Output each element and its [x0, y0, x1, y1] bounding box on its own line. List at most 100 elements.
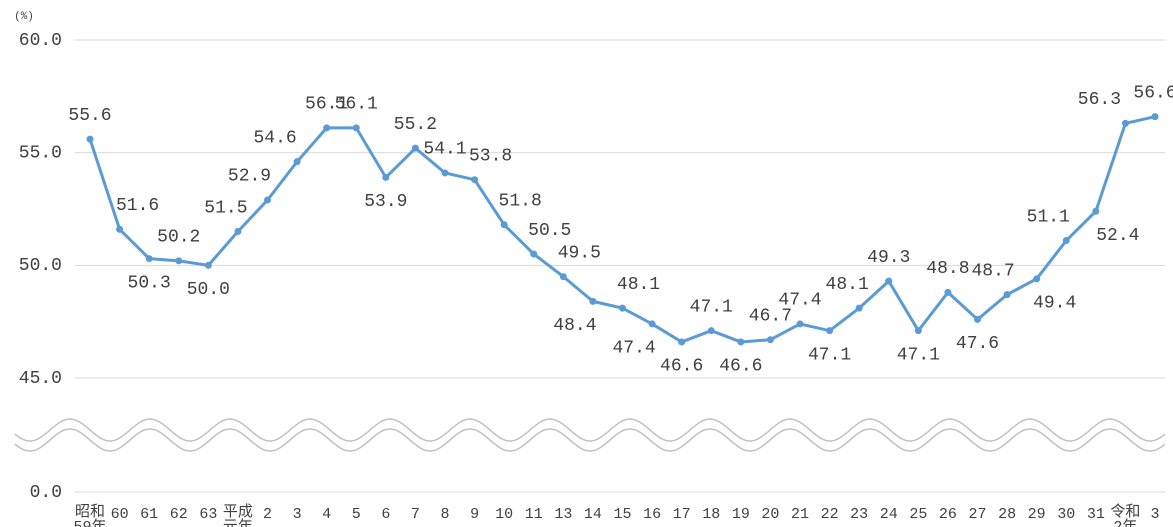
point [619, 304, 626, 312]
point [1062, 237, 1070, 245]
x-tick-label: 61 [140, 506, 158, 523]
x-tick-label: 27 [968, 506, 986, 523]
point [234, 228, 242, 236]
data-label: 50.0 [187, 280, 230, 300]
data-label: 47.4 [778, 291, 821, 311]
x-tick-label: 22 [821, 506, 839, 523]
data-label: 48.8 [926, 259, 969, 279]
point [1092, 207, 1100, 215]
point [826, 327, 834, 335]
x-tick-label: 13 [554, 506, 572, 523]
x-tick-label: 60 [111, 506, 129, 523]
x-tick-label: 19 [732, 506, 750, 523]
point [885, 277, 893, 285]
point [175, 257, 183, 265]
point [1003, 291, 1011, 299]
point [382, 173, 390, 181]
x-tick-label: 11 [525, 506, 543, 523]
data-label: 50.3 [128, 273, 171, 293]
data-label: 48.4 [553, 316, 596, 336]
point [796, 320, 804, 328]
point [737, 338, 745, 346]
point [914, 327, 922, 335]
x-tick-label: 25 [909, 506, 927, 523]
point [974, 315, 981, 323]
x-tick-label: 10 [495, 506, 513, 523]
data-label: 51.5 [204, 198, 247, 218]
data-label: 50.2 [157, 228, 200, 248]
x-tick-label: 令和2年 [1110, 503, 1140, 527]
point [1121, 119, 1129, 127]
x-tick-label: 2 [263, 506, 272, 523]
data-label: 56.1 [305, 95, 348, 115]
x-tick-label: 6 [381, 506, 390, 523]
y-tick-label: 0.0 [30, 483, 62, 503]
point [86, 135, 94, 143]
x-tick-label: 3 [293, 506, 302, 523]
y-tick-label: 45.0 [19, 369, 62, 389]
data-label: 56.1 [335, 95, 378, 115]
x-tick-label: 7 [411, 506, 420, 523]
y-unit: (%) [14, 11, 34, 23]
data-label: 50.5 [528, 221, 571, 241]
data-label: 47.1 [897, 345, 940, 365]
point [944, 288, 952, 296]
x-tick-label: 29 [1028, 506, 1046, 523]
y-tick-label: 50.0 [19, 256, 62, 276]
point [323, 124, 331, 132]
y-tick-label: 60.0 [19, 31, 62, 51]
data-label: 47.1 [808, 345, 851, 365]
point [678, 338, 686, 346]
point [766, 336, 774, 344]
x-tick-label-line: 2年 [1113, 518, 1137, 527]
data-label: 48.1 [617, 275, 660, 295]
x-tick-label: 31 [1087, 506, 1105, 523]
data-label: 56.3 [1078, 90, 1121, 110]
data-label: 51.8 [499, 192, 542, 212]
data-label: 48.7 [971, 261, 1014, 281]
data-label: 52.9 [228, 167, 271, 187]
point [1033, 275, 1041, 283]
data-label: 55.6 [68, 106, 111, 126]
point [352, 124, 360, 132]
point [707, 327, 715, 335]
data-label: 51.6 [116, 196, 159, 216]
data-label: 49.3 [867, 248, 910, 268]
x-tick-label: 23 [850, 506, 868, 523]
x-tick-label-line: 令和 [1110, 503, 1140, 521]
point [855, 304, 863, 312]
x-tick-label-line: 元年 [223, 518, 253, 527]
x-tick-label-line: 平成 [223, 503, 253, 521]
x-tick-label: 9 [470, 506, 479, 523]
data-label: 55.2 [394, 115, 437, 135]
data-label: 49.4 [1033, 294, 1076, 314]
x-tick-label: 62 [170, 506, 188, 523]
point [411, 144, 419, 152]
data-label: 49.5 [558, 243, 601, 263]
point [204, 261, 212, 269]
point [1151, 113, 1159, 121]
x-tick-label-line: 59年 [73, 518, 106, 527]
y-tick-label: 55.0 [19, 143, 62, 163]
x-tick-label: 14 [584, 506, 602, 523]
data-label: 48.1 [826, 275, 869, 295]
data-label: 56.6 [1133, 83, 1173, 103]
x-tick-label: 15 [613, 506, 631, 523]
point [589, 297, 597, 305]
x-tick-label: 26 [939, 506, 957, 523]
point [530, 250, 538, 258]
data-label: 52.4 [1096, 226, 1139, 246]
x-tick-label: 昭和59年 [73, 503, 106, 527]
point [293, 158, 301, 166]
data-label: 46.7 [749, 306, 792, 326]
data-label: 46.6 [660, 357, 703, 377]
data-label: 54.1 [423, 140, 466, 160]
x-tick-label: 16 [643, 506, 661, 523]
x-tick-label: 30 [1057, 506, 1075, 523]
x-tick-label: 63 [199, 506, 217, 523]
point [264, 196, 271, 204]
x-tick-label: 8 [440, 506, 449, 523]
x-tick-label: 24 [880, 506, 898, 523]
point [500, 221, 508, 229]
